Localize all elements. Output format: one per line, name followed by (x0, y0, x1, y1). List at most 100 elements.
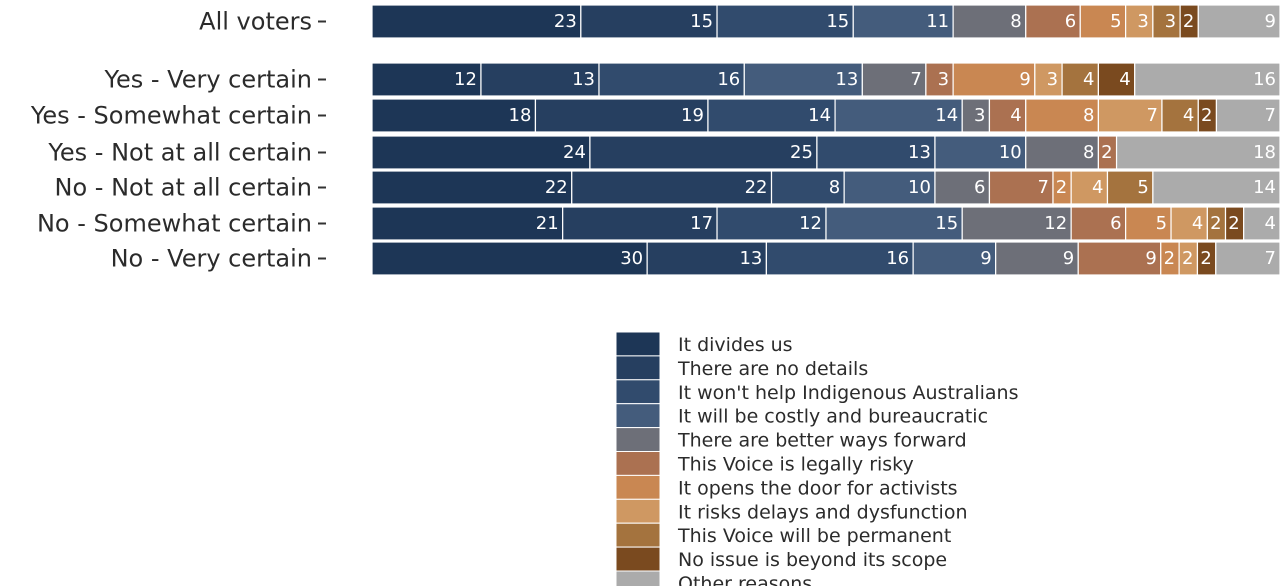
data-label: 11 (926, 11, 949, 32)
bar-segment (843, 170, 936, 205)
category-label: Yes - Somewhat certain (30, 102, 312, 130)
data-label: 7 (1038, 177, 1049, 198)
data-label: 7 (1147, 105, 1158, 126)
bar-segment (1097, 62, 1136, 97)
bar-segment (1134, 62, 1281, 97)
bar-segment (480, 62, 600, 97)
data-label: 4 (1092, 177, 1103, 198)
bar-segment (716, 4, 854, 39)
data-label: 16 (717, 69, 740, 90)
data-label: 10 (908, 177, 931, 198)
data-label: 9 (1265, 11, 1276, 32)
category-label: All voters (199, 8, 312, 36)
data-label: 8 (1010, 11, 1021, 32)
data-label: 12 (799, 213, 822, 234)
bar-segment (598, 62, 745, 97)
data-label: 5 (1137, 177, 1148, 198)
data-label: 13 (572, 69, 595, 90)
data-label: 13 (739, 248, 762, 269)
data-label: 15 (826, 11, 849, 32)
data-label: 7 (1265, 105, 1276, 126)
data-label: 16 (886, 248, 909, 269)
category-labels: All voters Yes - Very certain Yes - Somewh… (30, 8, 326, 273)
legend-label: No issue is beyond its scope (678, 549, 947, 571)
data-label: 9 (1145, 248, 1156, 269)
bar-segment (925, 62, 954, 97)
legend-swatch (615, 331, 661, 357)
legend-label: There are no details (677, 358, 868, 380)
data-label: 6 (1065, 11, 1076, 32)
bar-segment (1197, 4, 1281, 39)
legend-swatch (615, 546, 661, 572)
data-label: 3 (1137, 11, 1148, 32)
bar-segment (371, 4, 582, 39)
data-label: 4 (1083, 69, 1094, 90)
bar-segment (816, 135, 936, 170)
data-label: 2 (1183, 11, 1194, 32)
data-label: 18 (509, 105, 532, 126)
data-label: 25 (790, 142, 813, 163)
data-label: 12 (1044, 213, 1067, 234)
legend-swatch (615, 474, 661, 500)
legend-label: Other reasons (678, 573, 812, 586)
bar-segment (1061, 62, 1099, 97)
legend-label: This Voice will be permanent (677, 525, 951, 547)
bar-segment (371, 135, 591, 170)
bar-segment (1215, 98, 1281, 133)
bar-segment (825, 206, 963, 241)
category-label: No - Somewhat certain (37, 210, 312, 238)
legend-swatch (615, 355, 661, 381)
data-label: 9 (980, 248, 991, 269)
bar-segment (1025, 135, 1100, 170)
bar-segment (988, 98, 1027, 133)
data-label: 18 (1253, 142, 1276, 163)
data-label: 21 (536, 213, 559, 234)
data-label: 17 (690, 213, 713, 234)
bar-segment (1170, 206, 1208, 241)
bar-segment (934, 135, 1027, 170)
bar-segment (912, 241, 997, 276)
data-label: 13 (835, 69, 858, 90)
bar-segment (961, 206, 1072, 241)
legend-label: This Voice is legally risky (677, 453, 914, 475)
data-label: 19 (681, 105, 704, 126)
data-label: 30 (620, 248, 643, 269)
bar-segment (534, 98, 709, 133)
data-label: 14 (935, 105, 958, 126)
data-label: 24 (563, 142, 586, 163)
bar-segment (1034, 62, 1063, 97)
category-label: No - Very certain (111, 245, 312, 273)
bar-segment (952, 62, 1036, 97)
data-label: 2 (1056, 177, 1067, 198)
data-label: 7 (1265, 248, 1276, 269)
data-label: 4 (1265, 213, 1276, 234)
bar-segment (371, 170, 573, 205)
data-label: 3 (1047, 69, 1058, 90)
data-label: 22 (545, 177, 568, 198)
bar-segment (1243, 206, 1281, 241)
legend-swatch (615, 427, 661, 453)
bar-segment (852, 4, 954, 39)
bar-segment (1079, 4, 1127, 39)
data-label: 8 (1083, 105, 1094, 126)
bar-segment (1025, 4, 1081, 39)
legend-swatch (615, 403, 661, 429)
data-label: 3 (938, 69, 949, 90)
data-label: 2 (1201, 105, 1212, 126)
bar-segment (743, 62, 863, 97)
data-label: 4 (1183, 105, 1194, 126)
data-label: 14 (808, 105, 831, 126)
bar-segment (589, 135, 818, 170)
data-label: 8 (1083, 142, 1094, 163)
data-label: 7 (910, 69, 921, 90)
data-label: 2 (1210, 213, 1221, 234)
bar-segment (707, 98, 836, 133)
bar-segment (1152, 4, 1181, 39)
data-label: 16 (1253, 69, 1276, 90)
bar-segment (371, 241, 648, 276)
data-label: 5 (1110, 11, 1121, 32)
bar-segment (1152, 170, 1281, 205)
